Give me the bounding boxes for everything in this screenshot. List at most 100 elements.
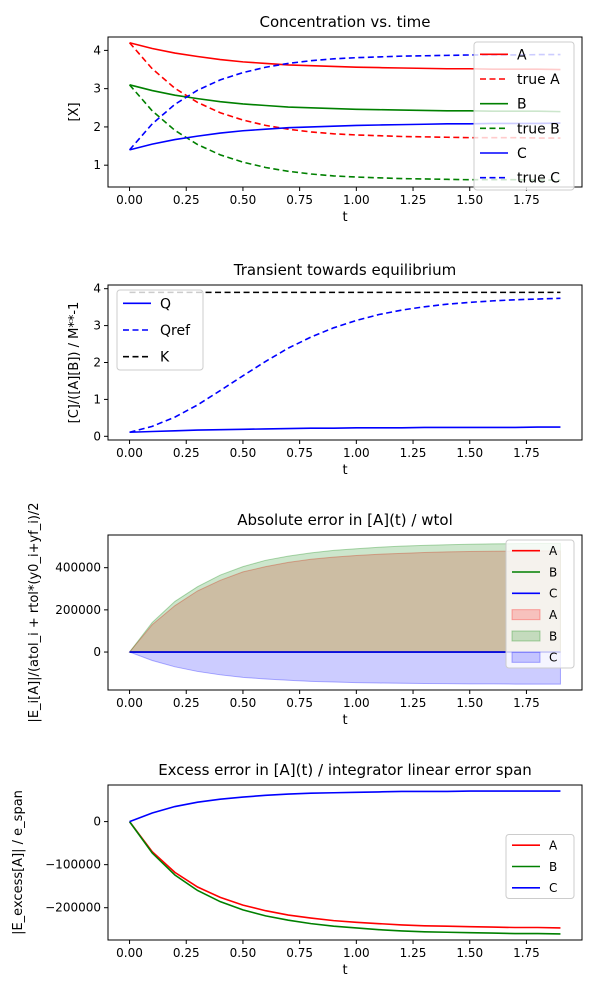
series-line-true-B [128, 84, 561, 181]
legend-label: Q [160, 296, 171, 312]
chart-title: Transient towards equilibrium [233, 261, 456, 279]
x-tick-label: 1.50 [456, 446, 483, 460]
chart-2: Transient towards equilibrium 0.00 0.25 0.5… [67, 261, 583, 478]
x-axis-label: t [342, 463, 347, 478]
legend-label: B [549, 860, 557, 874]
y-tick-label: 0 [93, 815, 101, 829]
y-tick-label: 2 [93, 356, 101, 370]
x-tick-label: 1.50 [456, 193, 483, 207]
series-band-B [128, 542, 561, 653]
legend-label: true B [517, 121, 560, 137]
legend-swatch [511, 609, 541, 621]
legend-label: B [517, 97, 527, 113]
x-tick-label: 0.25 [173, 446, 200, 460]
x-tick-label: 0.75 [286, 696, 313, 710]
x-tick-label: 0.75 [286, 446, 313, 460]
x-tick-label: 0.25 [173, 193, 200, 207]
x-axis-label: t [342, 713, 347, 728]
series-line-Qref [129, 297, 561, 434]
series-line-B [128, 821, 561, 935]
y-axis-label: |E_excess[A]| / e_span [11, 790, 26, 935]
x-tick-label: 0.50 [230, 946, 257, 960]
legend-label: B [549, 629, 557, 643]
chart-1: Concentration vs. time 0.00 0.25 0.50 0.75 1.… [67, 13, 583, 225]
y-axis-label: [C]/([A][B]) / M**-1 [67, 302, 82, 424]
chart-4: Excess error in [A](t) / integrator line… [11, 761, 583, 978]
y-tick-label: 1 [93, 158, 101, 172]
legend-label: B [549, 565, 557, 579]
legend-label: A [517, 47, 527, 63]
x-axis-label: t [342, 963, 347, 978]
series-line-C [129, 790, 561, 823]
legend-swatch [511, 630, 541, 642]
y-tick-label: 4 [93, 43, 101, 57]
plot-area [128, 790, 561, 935]
y-tick-label: 3 [93, 82, 101, 96]
x-tick-label: 0.25 [173, 696, 200, 710]
chart-title: Excess error in [A](t) / integrator line… [158, 761, 532, 779]
x-tick-label: 0.25 [173, 946, 200, 960]
x-tick-label: 1.00 [343, 946, 370, 960]
y-tick-label: −200000 [45, 901, 101, 915]
y-tick-label: 4 [93, 282, 101, 296]
legend-label: C [549, 881, 557, 895]
plot-area [128, 542, 561, 685]
axes-frame [107, 534, 583, 691]
series-band-C [129, 651, 561, 685]
legend-label: C [549, 587, 557, 601]
y-tick-label: 3 [93, 319, 101, 333]
x-tick-label: 1.00 [343, 696, 370, 710]
x-tick-label: 1.00 [343, 193, 370, 207]
x-tick-label: 0.50 [230, 446, 257, 460]
legend-label: true A [517, 72, 560, 88]
x-tick-label: 0.00 [116, 696, 143, 710]
x-tick-label: 1.75 [513, 446, 540, 460]
legend-label: A [549, 608, 558, 622]
x-tick-label: 1.50 [456, 696, 483, 710]
x-tick-label: 1.25 [400, 696, 427, 710]
x-tick-label: 0.50 [230, 193, 257, 207]
x-tick-label: 0.00 [116, 446, 143, 460]
legend-label: K [160, 350, 170, 366]
axes-frame [107, 36, 583, 188]
y-tick-label: 0 [93, 429, 101, 443]
x-tick-label: 0.00 [116, 946, 143, 960]
legend-label: C [549, 651, 557, 665]
y-tick-label: −100000 [45, 858, 101, 872]
legend: ABC [505, 834, 575, 899]
x-tick-label: 0.50 [230, 696, 257, 710]
legend-label: true C [517, 171, 560, 187]
x-tick-label: 1.75 [513, 696, 540, 710]
x-tick-label: 1.25 [400, 446, 427, 460]
legend-box [473, 41, 575, 191]
legend-box [505, 539, 575, 669]
y-tick-label: 0 [93, 645, 101, 659]
y-tick-label: 1 [93, 392, 101, 406]
axes-frame [107, 784, 583, 941]
legend-swatch [511, 651, 541, 663]
y-tick-label: 2 [93, 120, 101, 134]
series-line-true-A [128, 42, 561, 139]
chart-title: Concentration vs. time [260, 13, 431, 31]
series-line-A [128, 821, 561, 929]
legend: Q Qref K [116, 289, 204, 371]
y-tick-label: 200000 [55, 603, 101, 617]
chart-title: Absolute error in [A](t) / wtol [237, 511, 453, 529]
series-line-true-C [128, 53, 561, 151]
legend-label: A [549, 838, 558, 852]
x-tick-label: 1.75 [513, 946, 540, 960]
x-tick-label: 1.00 [343, 446, 370, 460]
y-tick-label: 400000 [55, 561, 101, 575]
x-tick-label: 1.25 [400, 946, 427, 960]
x-tick-label: 1.50 [456, 946, 483, 960]
x-tick-label: 0.00 [116, 193, 143, 207]
x-axis-label: t [342, 210, 347, 225]
legend-box [116, 289, 204, 371]
legend-label: A [549, 544, 558, 558]
legend-label: C [517, 146, 527, 162]
y-axis-label: |E_i[A]|/(atol_i + rtol*(y0_i+yf_i)/2 [27, 502, 42, 722]
chart-3: Absolute error in [A](t) / wtol 0.00 0.25 0… [27, 502, 583, 728]
